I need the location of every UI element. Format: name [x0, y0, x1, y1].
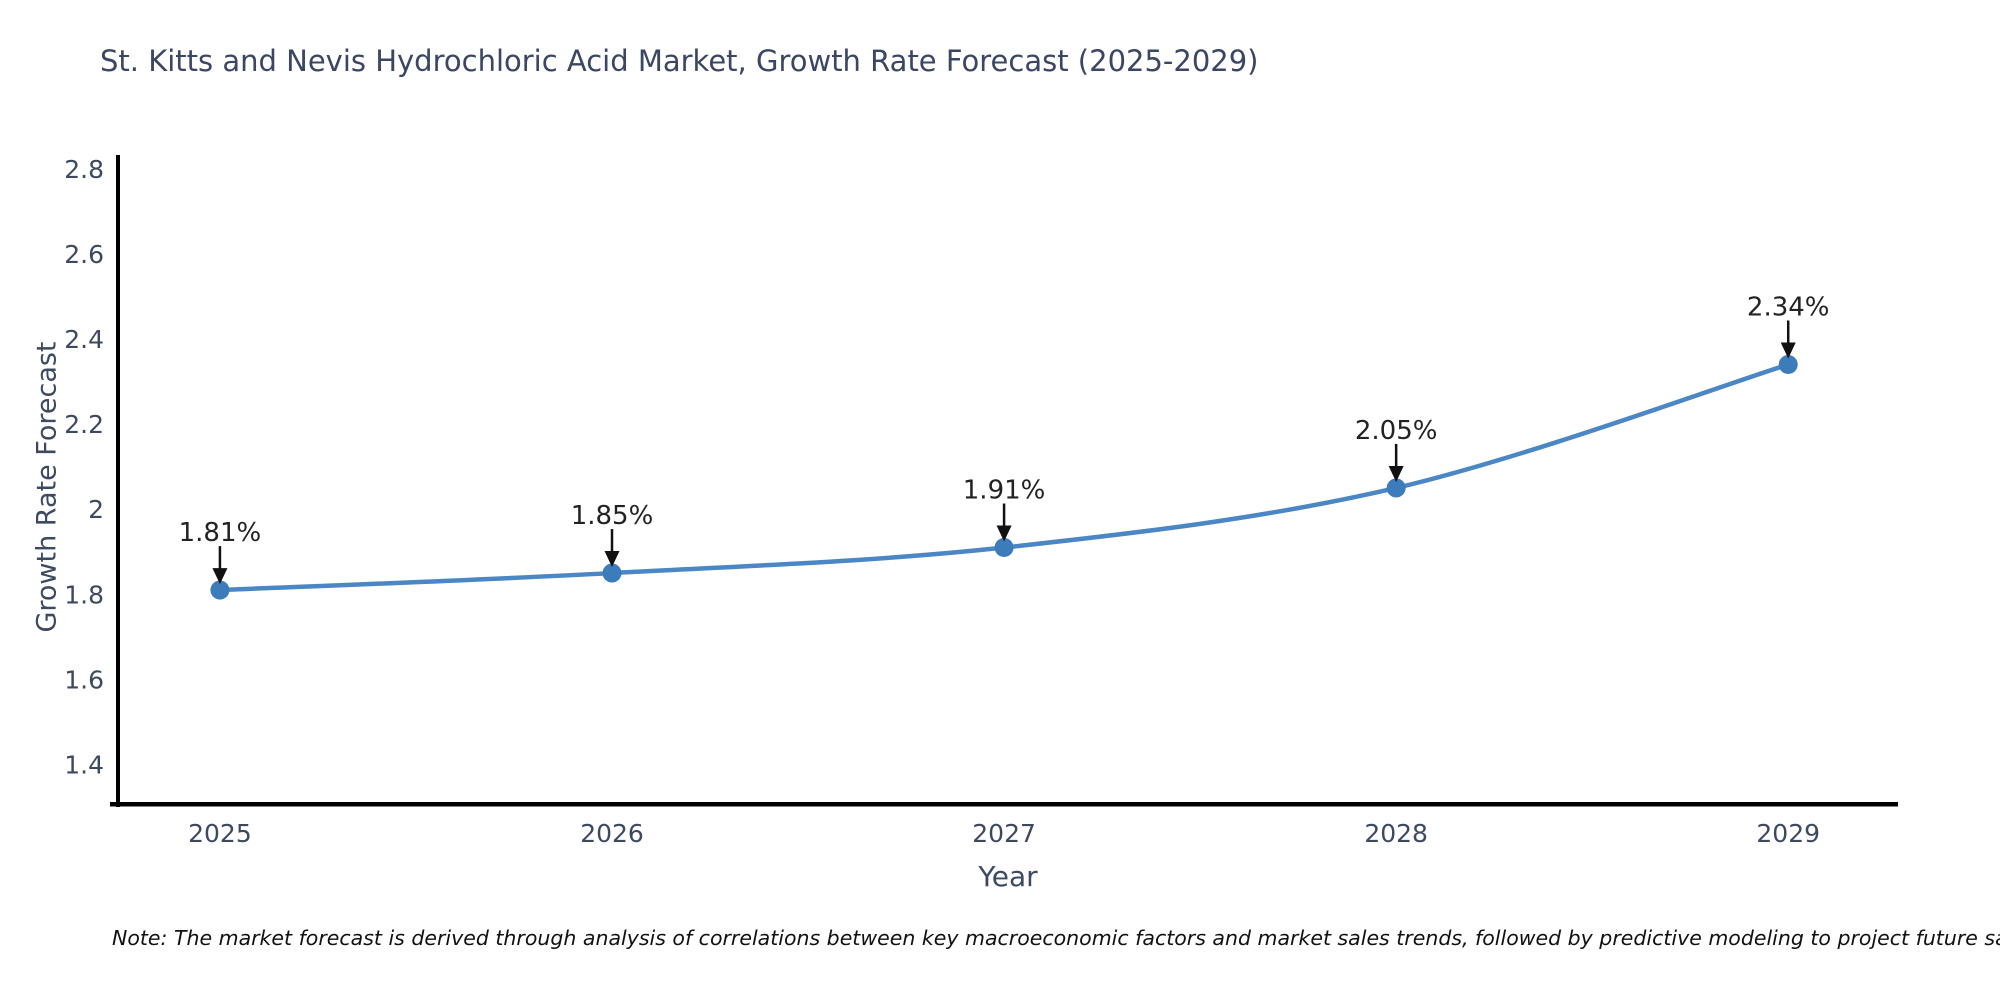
- data-point-label: 1.85%: [571, 501, 654, 531]
- annotation-arrowhead: [604, 551, 620, 568]
- x-tick-label: 2025: [188, 819, 252, 848]
- y-tick-label: 2.2: [64, 410, 104, 439]
- annotation-arrowhead: [1780, 342, 1796, 359]
- y-tick-label: 1.6: [64, 665, 104, 694]
- data-point-label: 2.34%: [1747, 293, 1830, 323]
- y-tick-label: 1.8: [64, 580, 104, 609]
- y-tick-label: 2.8: [64, 155, 104, 184]
- data-point-marker: [602, 563, 622, 583]
- annotation-arrowhead: [1388, 465, 1404, 482]
- data-point-marker: [994, 538, 1014, 558]
- y-tick-label: 2.4: [64, 325, 104, 354]
- data-point-marker: [210, 580, 230, 600]
- data-point-label: 2.05%: [1355, 416, 1438, 446]
- x-tick-label: 2027: [972, 819, 1036, 848]
- footnote: Note: The market forecast is derived thr…: [112, 926, 2000, 950]
- chart-title: St. Kitts and Nevis Hydrochloric Acid Ma…: [100, 44, 1259, 78]
- x-axis-spine: [110, 802, 1898, 807]
- y-axis-label: Growth Rate Forecast: [31, 341, 63, 633]
- x-tick-label: 2028: [1364, 819, 1428, 848]
- y-tick-label: 1.4: [64, 751, 104, 780]
- x-axis-label: Year: [978, 860, 1038, 893]
- y-axis-spine: [116, 155, 120, 807]
- annotation-arrowhead: [996, 525, 1012, 542]
- data-point-marker: [1386, 478, 1406, 498]
- data-point-label: 1.81%: [179, 518, 262, 548]
- y-tick-label: 2: [88, 495, 104, 524]
- y-tick-label: 2.6: [64, 240, 104, 269]
- data-point-label: 1.91%: [963, 476, 1046, 506]
- data-point-marker: [1778, 355, 1798, 375]
- x-tick-label: 2026: [580, 819, 644, 848]
- annotation-arrowhead: [212, 568, 228, 585]
- x-tick-label: 2029: [1756, 819, 1820, 848]
